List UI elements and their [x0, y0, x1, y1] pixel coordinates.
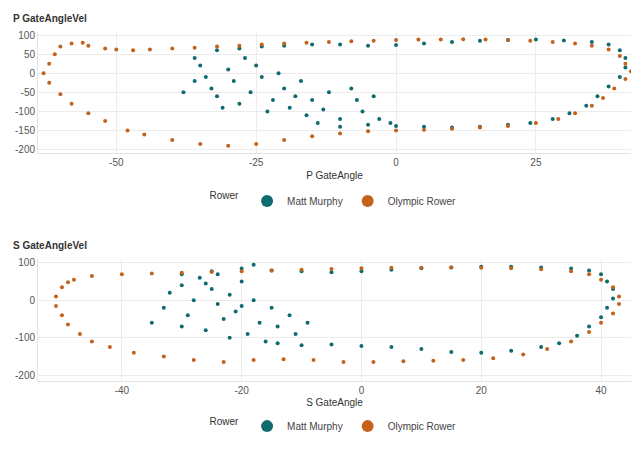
- svg-text:0: 0: [359, 385, 365, 396]
- svg-text:100: 100: [18, 257, 35, 268]
- svg-text:50: 50: [24, 49, 36, 60]
- svg-text:-200: -200: [15, 144, 35, 155]
- svg-text:P GateAngleVel: P GateAngleVel: [13, 13, 87, 24]
- svg-text:-50: -50: [21, 87, 36, 98]
- svg-text:Olympic Rower: Olympic Rower: [388, 421, 456, 432]
- svg-text:100: 100: [18, 30, 35, 41]
- svg-text:Matt Murphy: Matt Murphy: [287, 196, 343, 207]
- svg-text:0: 0: [29, 295, 35, 306]
- svg-text:25: 25: [530, 157, 542, 168]
- svg-text:Rower: Rower: [210, 190, 240, 201]
- svg-text:S GateAngleVel: S GateAngleVel: [13, 240, 87, 251]
- svg-text:-150: -150: [15, 125, 35, 136]
- svg-text:-40: -40: [115, 385, 130, 396]
- svg-text:0: 0: [29, 68, 35, 79]
- svg-text:40: 40: [595, 385, 607, 396]
- svg-text:-100: -100: [15, 106, 35, 117]
- svg-text:Olympic Rower: Olympic Rower: [388, 196, 456, 207]
- svg-text:-25: -25: [249, 157, 264, 168]
- svg-text:-200: -200: [15, 370, 35, 381]
- svg-text:S GateAngle: S GateAngle: [306, 397, 363, 408]
- svg-text:-50: -50: [109, 157, 124, 168]
- svg-text:Matt Murphy: Matt Murphy: [287, 421, 343, 432]
- svg-text:20: 20: [476, 385, 488, 396]
- svg-text:-20: -20: [234, 385, 249, 396]
- svg-text:Rower: Rower: [210, 416, 240, 427]
- svg-text:0: 0: [393, 157, 399, 168]
- svg-text:-100: -100: [15, 332, 35, 343]
- svg-text:P GateAngle: P GateAngle: [306, 170, 363, 181]
